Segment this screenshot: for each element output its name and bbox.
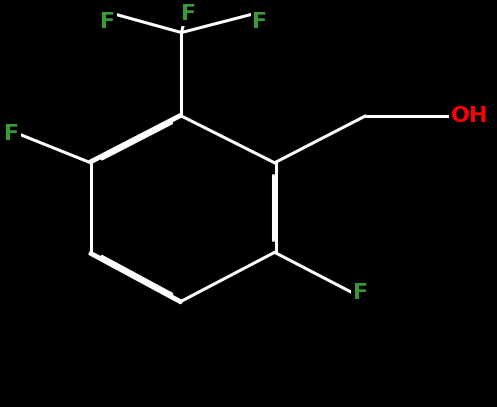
Text: F: F	[100, 12, 115, 32]
Text: F: F	[4, 124, 19, 144]
Text: F: F	[252, 12, 267, 32]
Text: OH: OH	[451, 106, 489, 126]
Text: F: F	[181, 4, 196, 24]
Text: F: F	[353, 283, 368, 303]
